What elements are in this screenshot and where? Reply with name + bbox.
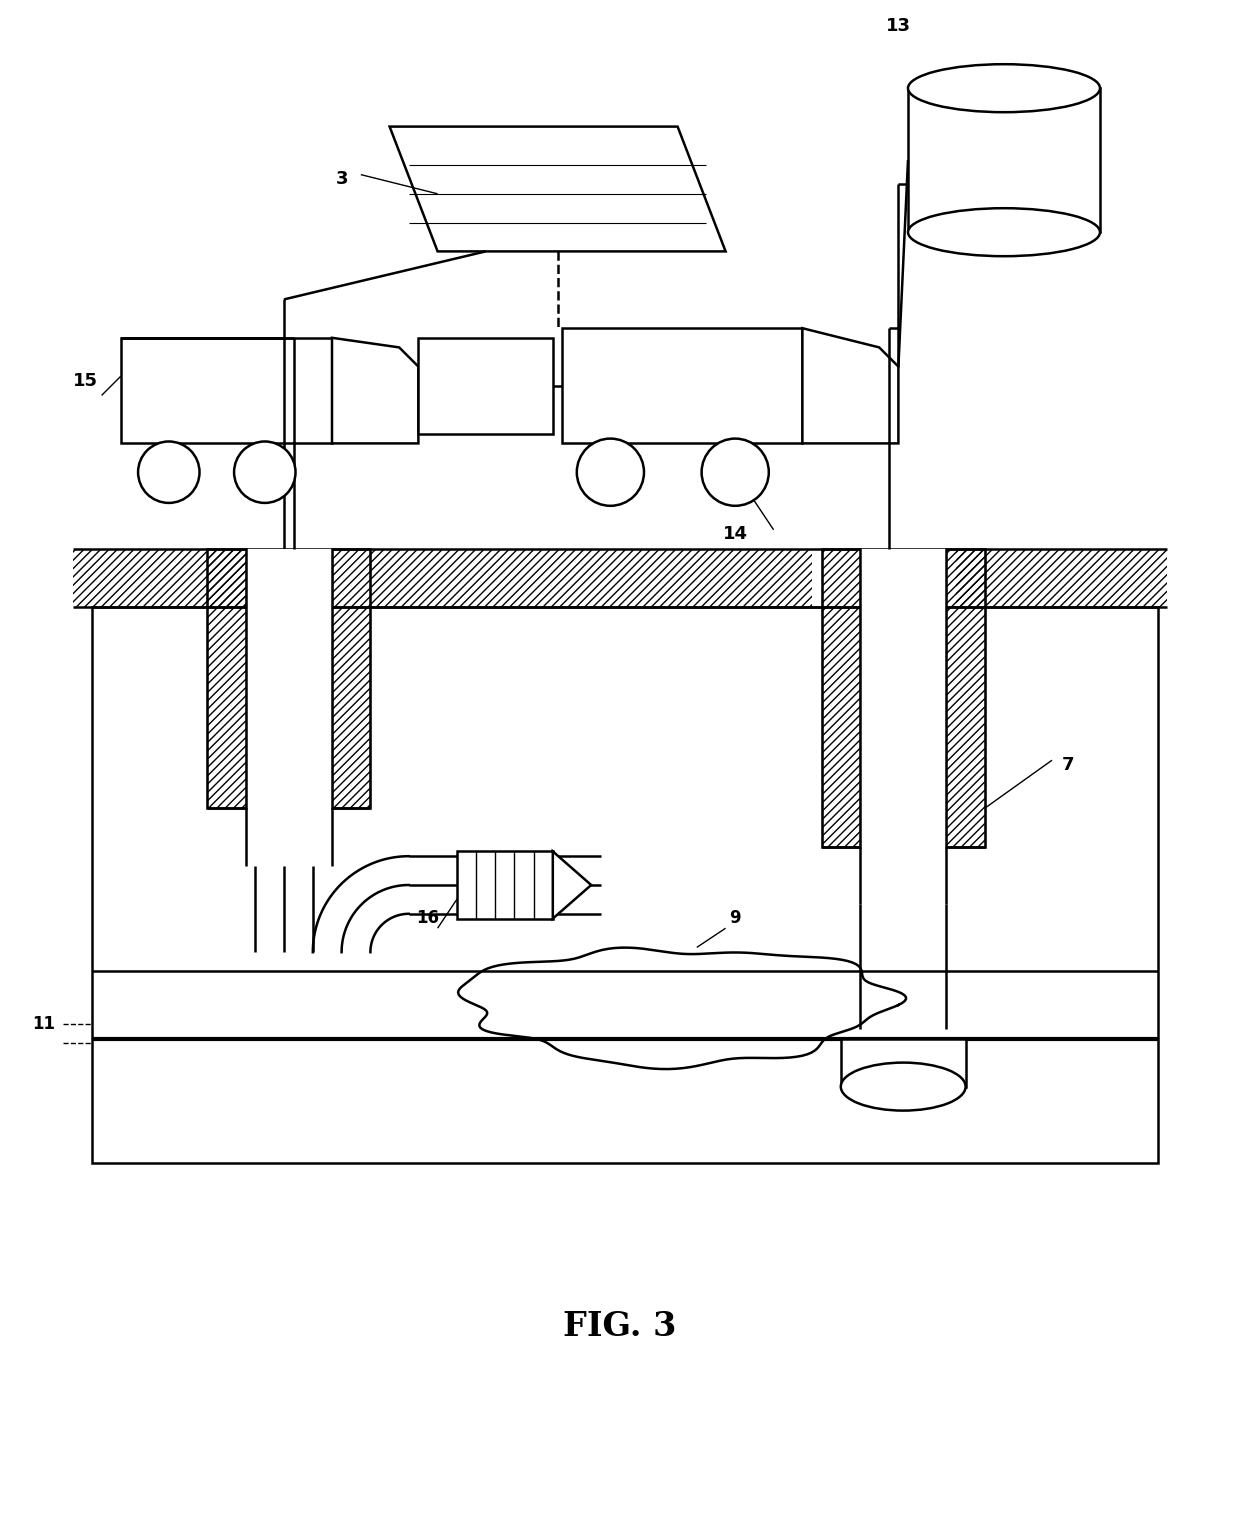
Text: 9: 9: [729, 909, 742, 927]
Bar: [946, 549, 985, 846]
Ellipse shape: [841, 1063, 966, 1111]
Ellipse shape: [908, 208, 1100, 256]
Bar: [418, 338, 553, 435]
Bar: [207, 549, 246, 808]
Bar: [822, 549, 861, 846]
Bar: [908, 89, 1100, 233]
Circle shape: [234, 442, 295, 503]
Polygon shape: [553, 851, 591, 918]
Text: 7: 7: [1061, 756, 1074, 774]
Bar: [332, 549, 371, 808]
Bar: [841, 1039, 966, 1086]
Bar: [822, 549, 861, 846]
Bar: [92, 606, 1158, 1163]
Polygon shape: [389, 127, 725, 251]
Bar: [456, 851, 553, 918]
Bar: [861, 549, 946, 846]
Text: 11: 11: [32, 1014, 56, 1033]
Text: FIG. 3: FIG. 3: [563, 1310, 677, 1343]
Text: 13: 13: [885, 17, 911, 35]
Bar: [73, 549, 255, 606]
Bar: [371, 549, 812, 606]
Circle shape: [138, 442, 200, 503]
Bar: [563, 329, 802, 444]
Bar: [246, 549, 332, 808]
Bar: [946, 549, 985, 846]
Circle shape: [702, 439, 769, 506]
Ellipse shape: [908, 64, 1100, 112]
Text: 14: 14: [723, 525, 748, 543]
Bar: [332, 549, 371, 808]
Bar: [956, 549, 1167, 606]
Polygon shape: [802, 329, 899, 444]
Circle shape: [577, 439, 644, 506]
Bar: [120, 338, 332, 444]
Text: 3: 3: [335, 170, 348, 188]
Text: 16: 16: [417, 909, 439, 927]
Polygon shape: [332, 338, 418, 444]
Bar: [207, 549, 246, 808]
Text: 15: 15: [73, 372, 98, 390]
